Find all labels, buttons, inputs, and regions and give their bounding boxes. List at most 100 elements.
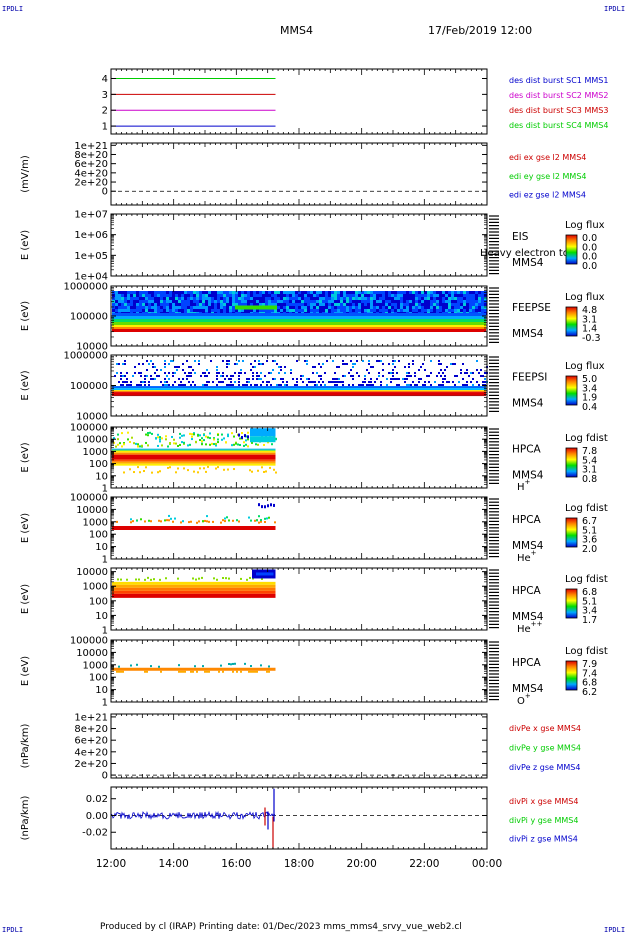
feepsi-pixel — [190, 366, 192, 368]
feepse-pixel — [175, 300, 178, 303]
feepse-pixel — [163, 297, 166, 300]
feepse-pixel — [364, 297, 367, 300]
feepsi-pixel — [364, 381, 366, 383]
colorbar-tick-label: 1.9 — [582, 393, 597, 404]
feepsi-pixel — [370, 366, 372, 368]
hplus-pixel — [273, 468, 275, 471]
feepse-pixel — [184, 297, 187, 300]
feepse-pixel — [409, 306, 412, 309]
feepsi-pixel — [438, 384, 440, 386]
feepsi-pixel — [260, 372, 262, 374]
feepse-pixel — [445, 309, 448, 312]
hepp-pixel — [117, 578, 119, 581]
feepse-pixel — [172, 306, 175, 309]
feepse-pixel — [292, 297, 295, 300]
feepsi-pixel — [350, 360, 352, 362]
feepse-pixel — [238, 294, 241, 297]
feepse-pixel — [307, 309, 310, 312]
hplus-pixel — [145, 441, 147, 444]
feepsi-pixel — [392, 369, 394, 371]
feepse-pixel — [247, 305, 250, 310]
feepse-pixel — [178, 297, 181, 300]
feepse-pixel — [457, 300, 460, 303]
colorbar-tick-label: 5.0 — [582, 374, 597, 385]
feepse-pixel — [169, 294, 172, 297]
feepse-pixel — [370, 300, 373, 303]
hplus-pixel — [199, 434, 201, 437]
feepse-pixel — [148, 294, 151, 297]
feepse-pixel — [385, 291, 388, 294]
feepsi-pixel — [256, 378, 258, 380]
feepsi-pixel — [454, 363, 456, 365]
hplus-pixel — [263, 470, 265, 473]
feepse-pixel — [418, 300, 421, 303]
feepse-pixel — [343, 297, 346, 300]
feepse-pixel — [358, 297, 361, 300]
feepse-pixel — [169, 303, 172, 306]
feepse-pixel — [193, 303, 196, 306]
feepse-pixel — [379, 300, 382, 303]
y-tick-label: 100000 — [70, 493, 108, 504]
feepse-pixel — [121, 303, 124, 306]
hepp-pixel — [195, 578, 197, 581]
feepse-pixel — [286, 297, 289, 300]
feepsi-pixel — [242, 384, 244, 386]
feepse-pixel — [346, 306, 349, 309]
hplus-pixel — [233, 468, 235, 471]
feepse-pixel — [187, 300, 190, 303]
hplus-band — [112, 459, 276, 462]
feepsi-pixel — [482, 375, 484, 377]
feepse-pixel — [217, 303, 220, 306]
feepse-pixel — [226, 300, 229, 303]
footer-credit: Produced by cl (IRAP) Printing date: 01/… — [100, 922, 462, 932]
feepse-pixel — [355, 297, 358, 300]
feepsi-pixel — [226, 366, 228, 368]
time-tick-label: 00:00 — [472, 858, 502, 870]
feepsi-pixel — [144, 375, 146, 377]
hplus-pixel — [223, 468, 225, 471]
feepsi-pixel — [412, 363, 414, 365]
feepse-pixel — [307, 306, 310, 309]
feepse-pixel — [295, 294, 298, 297]
hplus-pixel — [243, 444, 245, 447]
feepse-pixel — [436, 297, 439, 300]
feepsi-pixel — [188, 366, 190, 368]
heplus-pixel — [140, 518, 142, 521]
panel-p10-frame — [110, 713, 488, 779]
oplus-pixel — [266, 670, 268, 673]
spacecraft-label: MMS4 — [512, 540, 544, 552]
feepse-pixel — [202, 306, 205, 309]
feepse-pixel — [265, 294, 268, 297]
hepp-pixel — [144, 578, 146, 581]
feepse-pixel — [364, 300, 367, 303]
colorbar — [565, 447, 578, 478]
feepsi-pixel — [476, 360, 478, 362]
feepse-pixel — [286, 309, 289, 312]
feepse-pixel — [241, 305, 244, 310]
feepse-pixel — [280, 294, 283, 297]
feepse-pixel — [175, 294, 178, 297]
feepsi-pixel — [222, 372, 224, 374]
feepse-pixel — [148, 306, 151, 309]
corner-label-bottom-left: IPDLI — [2, 926, 23, 934]
feepse-pixel — [463, 291, 466, 294]
hplus-pixel — [215, 467, 217, 470]
feepse-pixel — [313, 306, 316, 309]
feepse-pixel — [454, 303, 457, 306]
feepse-pixel — [328, 291, 331, 294]
heplus-pixel — [258, 521, 260, 524]
heplus-pixel — [166, 519, 168, 522]
feepse-pixel — [124, 309, 127, 312]
feepse-pixel — [118, 300, 121, 303]
feepse-pixel — [433, 294, 436, 297]
feepse-pixel — [286, 306, 289, 309]
panel-p5-ylabel: E (eV) — [20, 370, 31, 400]
feepse-pixel — [451, 300, 454, 303]
feepse-pixel — [163, 306, 166, 309]
feepse-pixel — [259, 297, 262, 300]
feepse-pixel — [295, 306, 298, 309]
feepse-pixel — [397, 294, 400, 297]
feepse-pixel — [292, 300, 295, 303]
feepsi-pixel — [182, 384, 184, 386]
hplus-pixel — [113, 437, 115, 440]
